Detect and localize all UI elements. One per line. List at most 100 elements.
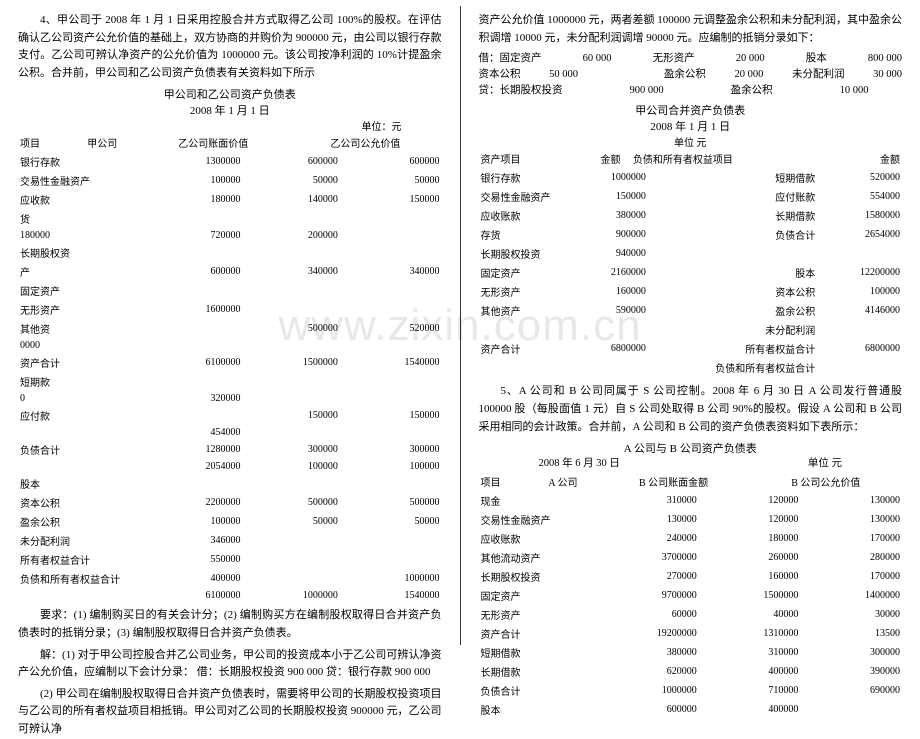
cell: 长期借款 <box>479 662 598 681</box>
cell: 300000 <box>340 440 442 459</box>
entry-seg: 无形资产 <box>653 51 695 67</box>
table-row: 其他资500000520000 <box>18 319 442 338</box>
cell <box>800 700 902 719</box>
cell: 资产合计 <box>479 624 598 643</box>
table-row: 固定资产970000015000001400000 <box>479 586 903 605</box>
cell: 其他资产 <box>479 301 581 320</box>
cell <box>145 243 242 262</box>
cell: 固定资产 <box>18 281 145 300</box>
table3: 项目 A 公司 B 公司账面金额 B 公司公允价值 <box>479 472 903 491</box>
cell: 3700000 <box>597 548 699 567</box>
entry-seg: 股本 <box>806 51 827 67</box>
cell <box>340 281 442 300</box>
table-row: 资产合计6800000所有者权益合计6800000 <box>479 339 903 358</box>
cell: 1310000 <box>699 624 801 643</box>
cell: 400000 <box>699 662 801 681</box>
cell: 产 <box>18 262 145 281</box>
cell: 240000 <box>597 529 699 548</box>
cell <box>340 243 442 262</box>
cell: 1400000 <box>800 586 902 605</box>
cell <box>648 168 665 187</box>
table-row: 其他资产590000盈余公积4146000 <box>479 301 903 320</box>
table-row: 短期借款380000310000300000 <box>479 643 903 662</box>
cell: 100000 <box>817 282 902 301</box>
table-row: 银行存款1300000600000600000 <box>18 152 442 171</box>
cell: 300000 <box>242 440 339 459</box>
t1-h0: 项目 <box>18 133 67 152</box>
cell: 150000 <box>580 187 648 206</box>
table-row: 0320000 <box>18 391 442 406</box>
cell: 454000 <box>145 425 242 440</box>
table-row: 交易性金融资产150000应付账款554000 <box>479 187 903 206</box>
cell: 340000 <box>242 262 339 281</box>
cell: 600000 <box>340 152 442 171</box>
table-row: 存货900000负债合计2654000 <box>479 225 903 244</box>
cell <box>340 228 442 243</box>
table-row: 负债和所有者权益合计 <box>479 358 903 377</box>
cell: 无形资产 <box>479 282 581 301</box>
cell <box>648 282 665 301</box>
cell: 40000 <box>699 605 801 624</box>
table-row: 610000010000001540000 <box>18 588 442 603</box>
cell: 资本公积 <box>665 282 817 301</box>
page: 4、甲公司于 2008 年 1 月 1 日采用控股合并方式取得乙公司 100%的… <box>0 0 920 651</box>
table-row: 股本600000400000 <box>479 700 903 719</box>
table-row: 资本公积2200000500000500000 <box>18 493 442 512</box>
cell <box>340 338 442 353</box>
table-row: 交易性金融资产1000005000050000 <box>18 171 442 190</box>
t2-date: 2008 年 1 月 1 日 <box>479 118 903 134</box>
entry-seg: 资本公积 <box>479 67 521 83</box>
cell <box>242 338 339 353</box>
cell: 100000 <box>242 459 339 474</box>
journal-entry-line: 贷：长期股权投资900 000盈余公积10 000 <box>479 83 903 99</box>
t1-date: 2008 年 1 月 1 日 <box>18 102 442 118</box>
cell: 固定资产 <box>479 586 598 605</box>
cell: 应收款 <box>18 190 145 209</box>
table-row: 无形资产160000资本公积100000 <box>479 282 903 301</box>
cell <box>18 459 145 474</box>
cell: 未分配利润 <box>665 320 817 339</box>
cell: 400000 <box>699 700 801 719</box>
cell: 130000 <box>597 510 699 529</box>
table-body: 银行存款1300000600000600000交易性金融资产1000005000… <box>18 152 442 603</box>
table-row: 0000 <box>18 338 442 353</box>
t1-h2: 乙公司账面价值 <box>137 133 289 152</box>
table-row: 固定资产2160000股本12200000 <box>479 263 903 282</box>
table-row: 长期股权投资940000 <box>479 244 903 263</box>
cell: 1500000 <box>699 586 801 605</box>
cell: 500000 <box>340 493 442 512</box>
cell: 6100000 <box>145 353 242 372</box>
cell: 310000 <box>699 643 801 662</box>
t1-title: 甲公司和乙公司资产负债表 <box>18 86 442 102</box>
cell: 交易性金融资产 <box>479 187 581 206</box>
cell: 固定资产 <box>479 263 581 282</box>
cell <box>479 320 581 339</box>
cell <box>340 550 442 569</box>
cell: 6100000 <box>145 588 242 603</box>
entry-seg: 900 000 <box>630 83 664 99</box>
cell: 0000 <box>18 338 145 353</box>
cell: 120000 <box>699 510 801 529</box>
table-body: 银行存款1000000短期借款520000交易性金融资产150000应付账款55… <box>479 168 903 377</box>
cell: 710000 <box>699 681 801 700</box>
cell: 550000 <box>145 550 242 569</box>
t3-date: 2008 年 6 月 30 日 <box>539 456 620 472</box>
cell: 150000 <box>242 406 339 425</box>
t1-unit: 单位：元 <box>18 118 442 133</box>
cell: 620000 <box>597 662 699 681</box>
t3-h2: B 公司账面金额 <box>597 472 749 491</box>
cell <box>648 301 665 320</box>
cell: 260000 <box>699 548 801 567</box>
cell: 1280000 <box>145 440 242 459</box>
cell: 590000 <box>580 301 648 320</box>
cell: 50000 <box>340 171 442 190</box>
cell: 200000 <box>242 228 339 243</box>
cell <box>648 244 665 263</box>
cell <box>340 372 442 391</box>
answer1: 解：(1) 对于甲公司控股合并乙公司业务，甲公司的投资成本小于乙公司可辨认净资产… <box>18 647 442 682</box>
cell: 390000 <box>800 662 902 681</box>
cell: 1600000 <box>145 300 242 319</box>
cell: 股本 <box>665 263 817 282</box>
cell: 2054000 <box>145 459 242 474</box>
cell: 现金 <box>479 491 598 510</box>
